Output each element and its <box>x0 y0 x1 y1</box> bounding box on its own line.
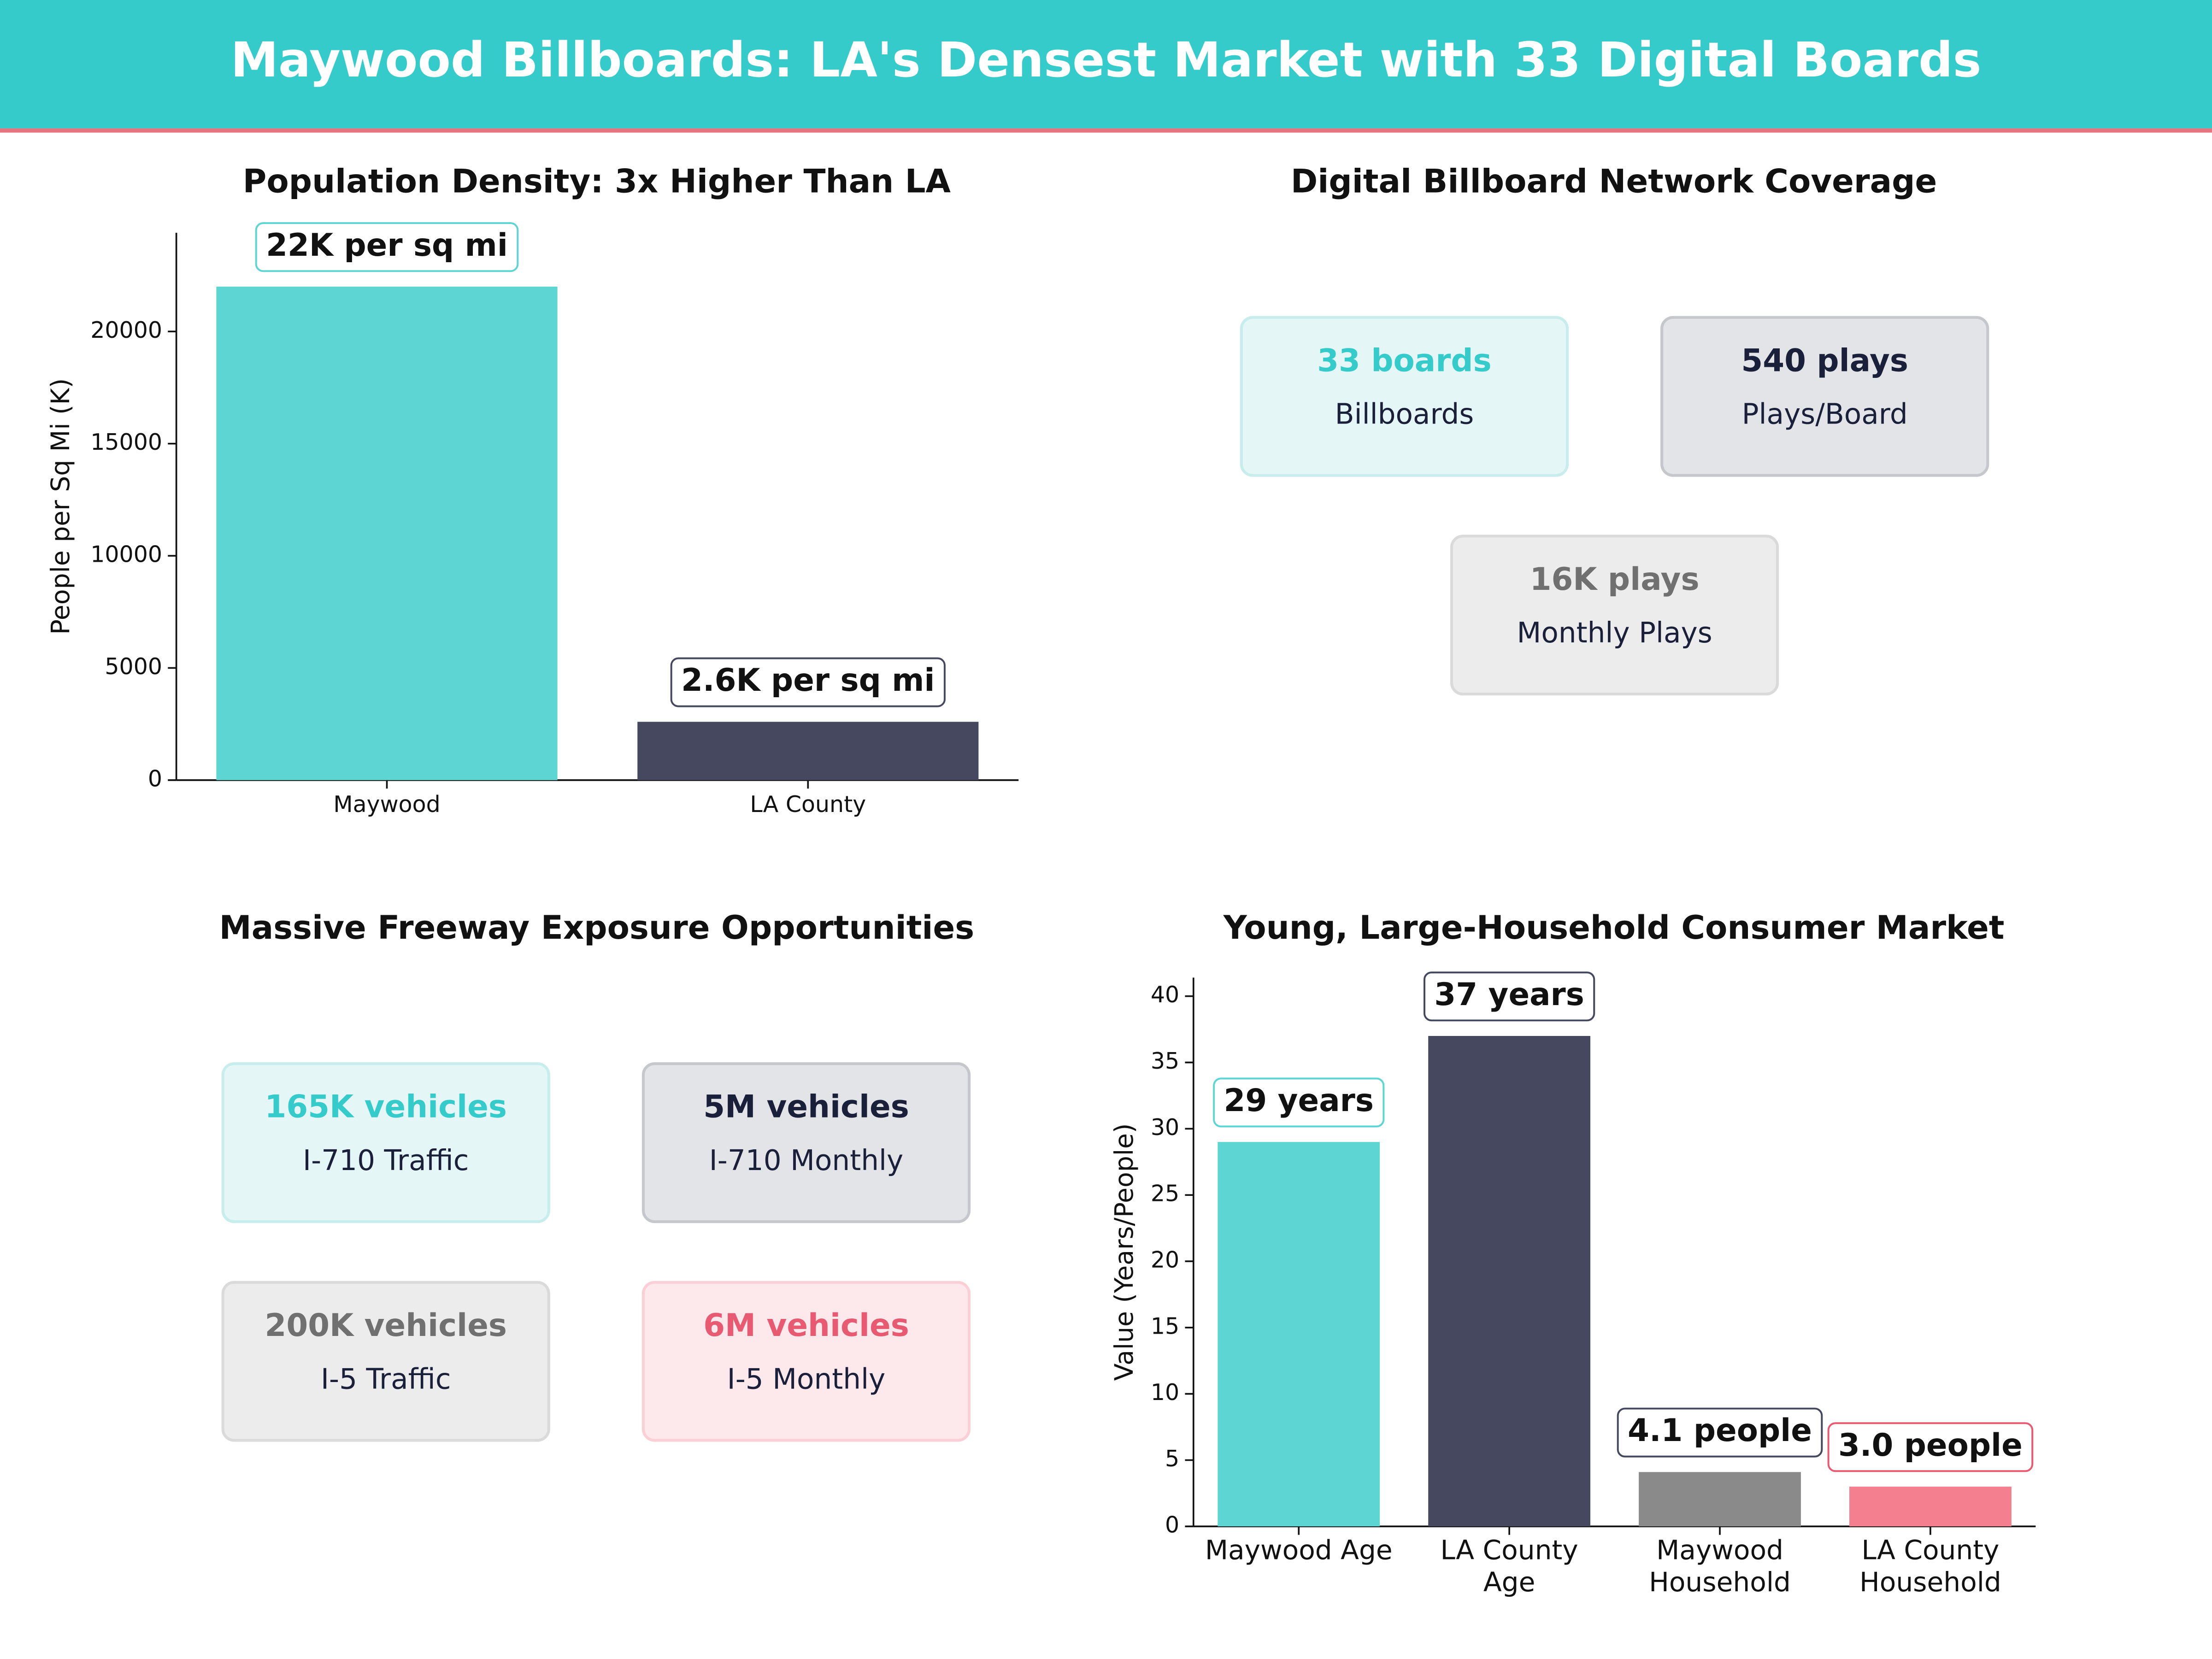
chart-title: Massive Freeway Exposure Opportunities <box>219 909 974 947</box>
y-tick-label: 20 <box>1151 1247 1179 1273</box>
y-tick-label: 30 <box>1151 1114 1179 1141</box>
kpi-value: 5M vehicles <box>703 1088 909 1125</box>
y-tick-label: 10000 <box>90 541 162 568</box>
value-label: 2.6K per sq mi <box>681 662 935 698</box>
y-tick-label: 25 <box>1151 1181 1179 1207</box>
y-tick-label: 5 <box>1165 1446 1179 1472</box>
kpi-label: I-710 Traffic <box>303 1144 469 1177</box>
kpi-label: Monthly Plays <box>1517 617 1712 649</box>
kpi-label: Plays/Board <box>1742 398 1908 431</box>
value-label-box <box>1617 1407 1823 1458</box>
kpi-card <box>221 1062 550 1224</box>
y-axis-label: Value (Years/People) <box>1109 1123 1139 1381</box>
kpi-card <box>1450 535 1779 696</box>
value-label-box <box>255 222 519 272</box>
page-title: Maywood Billboards: LA's Densest Market … <box>230 32 1981 88</box>
header-band <box>0 0 2212 129</box>
kpi-value: 16K plays <box>1530 561 1700 597</box>
value-label-box <box>1424 971 1595 1022</box>
bar <box>1639 1472 1801 1527</box>
kpi-card <box>221 1281 550 1442</box>
kpi-label: I-5 Traffic <box>321 1363 451 1396</box>
y-tick-label: 10 <box>1151 1379 1179 1406</box>
kpi-card <box>1240 316 1569 477</box>
x-tick-label: Maywood Age <box>1205 1534 1393 1565</box>
header-rule <box>0 128 2212 133</box>
bar <box>1428 1035 1591 1527</box>
y-tick-label: 5000 <box>105 653 162 680</box>
kpi-value: 6M vehicles <box>703 1307 909 1343</box>
value-label: 3.0 people <box>1838 1427 2023 1463</box>
y-tick-label: 15000 <box>90 429 162 455</box>
y-axis-label: People per Sq Mi (K) <box>46 378 75 635</box>
value-label: 4.1 people <box>1628 1412 1812 1448</box>
y-tick-label: 20000 <box>90 317 162 343</box>
kpi-value: 165K vehicles <box>265 1088 507 1125</box>
value-label-box <box>1213 1077 1385 1128</box>
value-label: 22K per sq mi <box>266 227 508 263</box>
y-tick-label: 35 <box>1151 1048 1179 1074</box>
y-tick-label: 15 <box>1151 1313 1179 1339</box>
value-label-box <box>1827 1422 2034 1472</box>
kpi-card <box>1660 316 1989 477</box>
x-tick-label: Maywood Household <box>1649 1534 1791 1598</box>
y-tick-label: 0 <box>148 765 162 792</box>
kpi-label: I-5 Monthly <box>727 1363 886 1396</box>
bar <box>637 722 979 780</box>
bar <box>1218 1142 1380 1527</box>
kpi-value: 200K vehicles <box>265 1307 507 1343</box>
y-tick-label: 0 <box>1165 1512 1179 1538</box>
x-tick-label: LA County <box>750 791 866 817</box>
chart-title: Population Density: 3x Higher Than LA <box>243 162 951 200</box>
x-tick-label: LA County Age <box>1441 1534 1578 1598</box>
kpi-label: I-710 Monthly <box>709 1144 904 1177</box>
x-tick-label: LA County Household <box>1859 1534 2001 1598</box>
kpi-label: Billboards <box>1335 398 1474 431</box>
kpi-value: 33 boards <box>1317 342 1492 378</box>
bar <box>216 286 558 780</box>
kpi-value: 540 plays <box>1741 342 1908 378</box>
kpi-card <box>641 1062 971 1224</box>
y-tick-label: 40 <box>1151 982 1179 1008</box>
value-label: 37 years <box>1434 976 1584 1012</box>
x-tick-label: Maywood <box>333 791 440 817</box>
bar <box>1849 1486 2012 1527</box>
kpi-card <box>641 1281 971 1442</box>
chart-title: Digital Billboard Network Coverage <box>1291 162 1937 200</box>
value-label: 29 years <box>1224 1082 1374 1118</box>
value-label-box <box>670 657 946 707</box>
chart-title: Young, Large-Household Consumer Market <box>1223 909 2005 947</box>
